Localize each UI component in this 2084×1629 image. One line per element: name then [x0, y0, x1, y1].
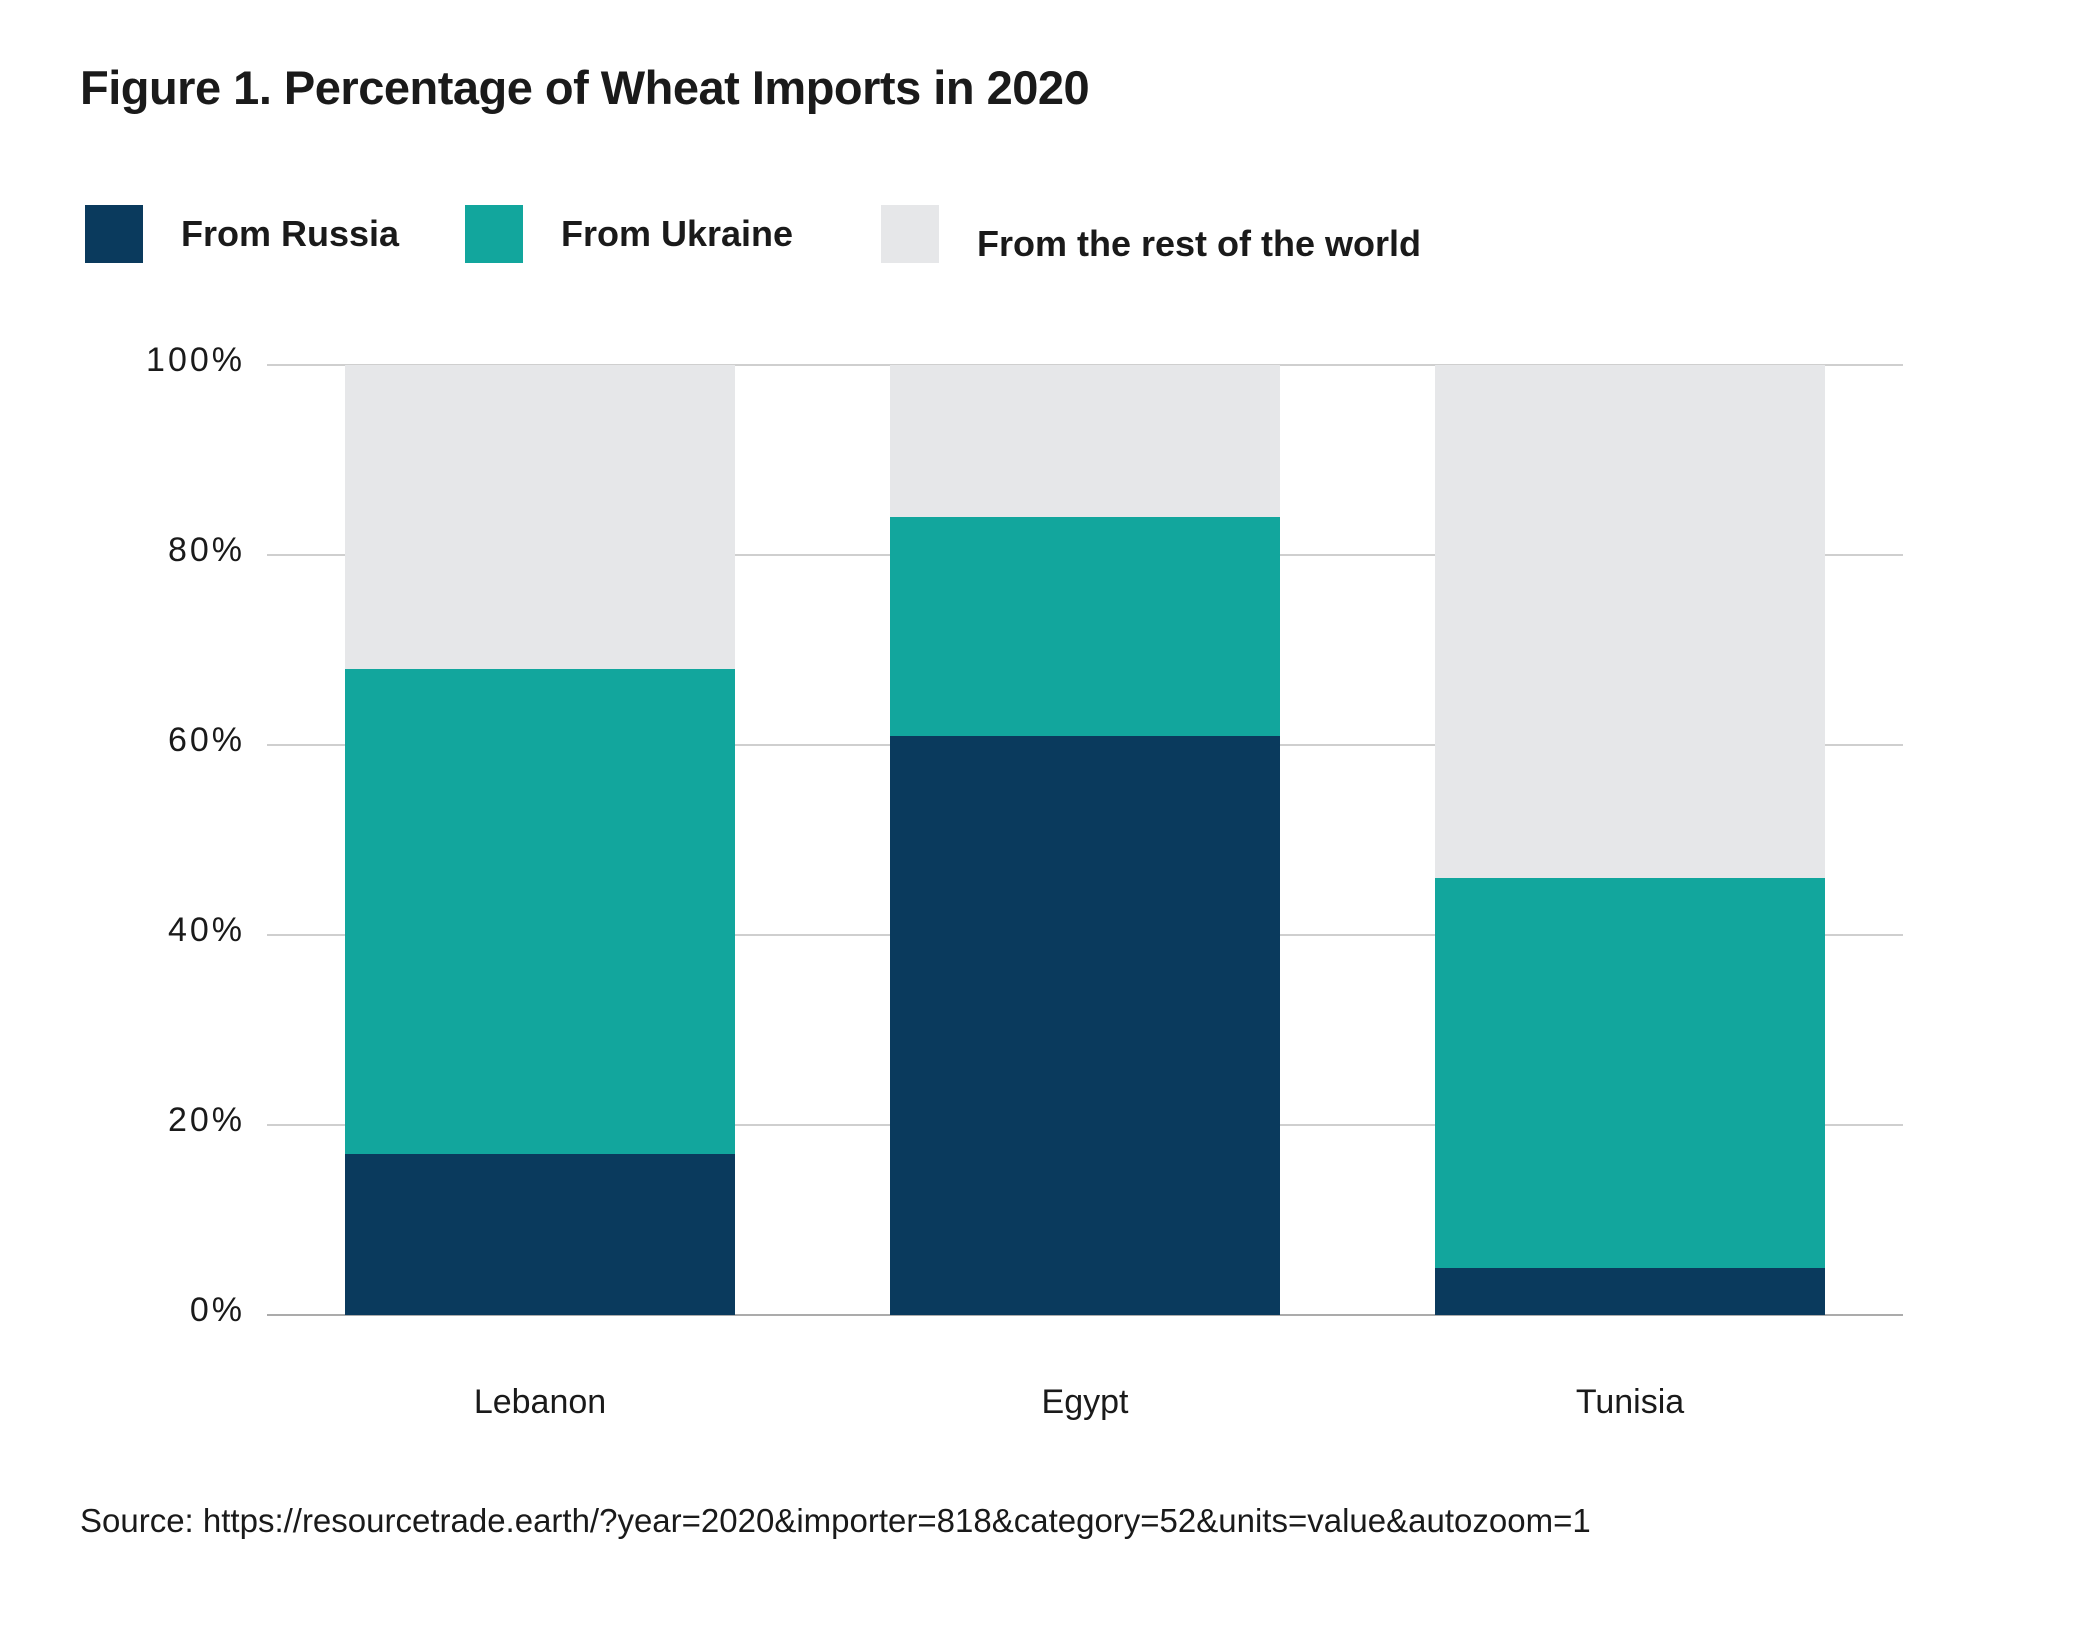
bar-tunisia	[1435, 365, 1825, 1315]
y-tick-label-80: 80%	[167, 531, 245, 569]
legend-swatch-ukraine	[465, 205, 523, 263]
bar-segment-tunisia-from-the-rest-of-the-world	[1435, 365, 1825, 878]
legend-label-russia: From Russia	[181, 213, 400, 254]
y-tick-label-100: 100%	[146, 341, 245, 379]
bar-segment-lebanon-from-ukraine	[345, 669, 735, 1154]
legend-item-ukraine: From Ukraine	[465, 205, 793, 263]
legend-label-ukraine: From Ukraine	[561, 213, 794, 254]
y-tick-label-60: 60%	[167, 721, 245, 759]
bar-segment-tunisia-from-russia	[1435, 1267, 1825, 1315]
legend-label-rest-of-world: From the rest of the world	[977, 223, 1422, 264]
legend-item-russia: From Russia	[85, 205, 399, 263]
gridline-0	[267, 1314, 1903, 1316]
x-label-tunisia: Tunisia	[1575, 1383, 1685, 1421]
x-label-egypt: Egypt	[1041, 1383, 1129, 1421]
bar-segment-lebanon-from-russia	[345, 1153, 735, 1315]
bar-segment-tunisia-from-ukraine	[1435, 878, 1825, 1268]
legend-swatch-rest-of-world	[881, 205, 939, 263]
source-text: Source: https://resourcetrade.earth/?yea…	[80, 1502, 1591, 1539]
legend-swatch-russia	[85, 205, 143, 263]
y-tick-label-40: 40%	[167, 911, 245, 949]
y-tick-label-20: 20%	[167, 1101, 245, 1139]
legend-item-rest-of-world: From the rest of the world	[881, 205, 1421, 283]
bar-segment-egypt-from-the-rest-of-the-world	[890, 365, 1280, 517]
bar-segment-egypt-from-ukraine	[890, 517, 1280, 736]
plot-area	[267, 364, 1903, 1316]
y-tick-label-0: 0%	[189, 1291, 245, 1329]
bar-lebanon	[345, 365, 735, 1315]
bar-segment-lebanon-from-the-rest-of-the-world	[345, 365, 735, 669]
bar-egypt	[890, 365, 1280, 1315]
chart-title: Figure 1. Percentage of Wheat Imports in…	[80, 61, 1090, 114]
x-label-lebanon: Lebanon	[473, 1383, 607, 1421]
bar-segment-egypt-from-russia	[890, 735, 1280, 1315]
